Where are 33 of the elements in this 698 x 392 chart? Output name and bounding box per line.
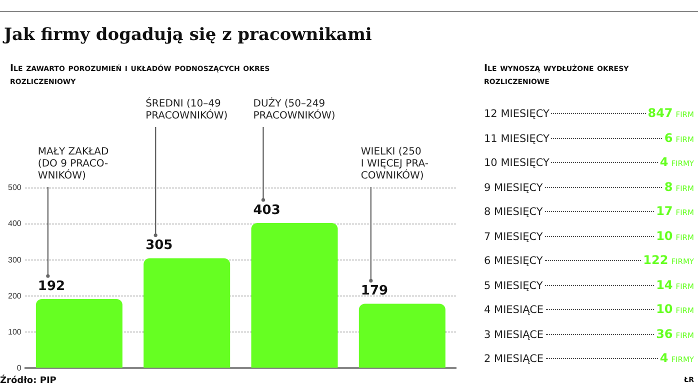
- category-label: 10 MIESIĘCY: [484, 157, 550, 169]
- y-tick-label: 0: [16, 363, 22, 372]
- data-label: 179: [360, 284, 388, 299]
- bar: [358, 304, 446, 368]
- bar: [36, 299, 122, 368]
- x-tick-label: MAŁY ZAKŁAD (DO 9 PRACO- WNIKÓW): [38, 146, 110, 182]
- bar: [144, 258, 230, 368]
- x-tick-label: DUŻY (50–249 PRACOWNIKÓW): [253, 96, 336, 122]
- category-label: 11 MIESIĘCY: [484, 132, 550, 144]
- y-tick-label: 200: [8, 291, 22, 300]
- chart-subtitle: Ile zawarto porozumień i układów podnoszących okres rozliczeniowy: [10, 62, 271, 88]
- text: Źródło: PIP: [0, 376, 56, 386]
- category-label: 4 MIESIĄCE: [484, 304, 544, 316]
- y-tick-label: 500: [8, 183, 22, 192]
- category-label: 5 MIESIĘCY: [484, 280, 543, 292]
- category-label: 7 MIESIĘCY: [484, 230, 543, 242]
- y-tick-label: 100: [8, 327, 22, 336]
- text: Ile wynoszą wydłużone okresy rozliczeniowe: [484, 62, 630, 88]
- y-tick-label: 400: [8, 219, 22, 228]
- category-label: 9 MIESIĘCY: [484, 182, 543, 194]
- x-tick-label: WIELKI (250 I WIĘCEJ PRA- COWNIKÓW): [360, 146, 429, 182]
- chart-title: Jak firmy dogadują się z pracownikami: [4, 24, 373, 47]
- data-label: 403: [253, 202, 280, 218]
- category-label: 8 MIESIĘCY: [484, 206, 543, 218]
- category-label: 2 MIESIĄCE: [484, 353, 544, 365]
- category-label: 6 MIESIĘCY: [484, 255, 543, 267]
- y-tick-label: 300: [8, 255, 22, 264]
- x-tick-label: ŚREDNI (10–49 PRACOWNIKÓW): [146, 96, 228, 122]
- data-label: 192: [38, 278, 66, 294]
- data-label: 305: [146, 238, 173, 254]
- category-label: 3 MIESIĄCE: [484, 328, 544, 340]
- bar: [251, 222, 338, 368]
- category-label: 12 MIESIĘCY: [484, 108, 550, 120]
